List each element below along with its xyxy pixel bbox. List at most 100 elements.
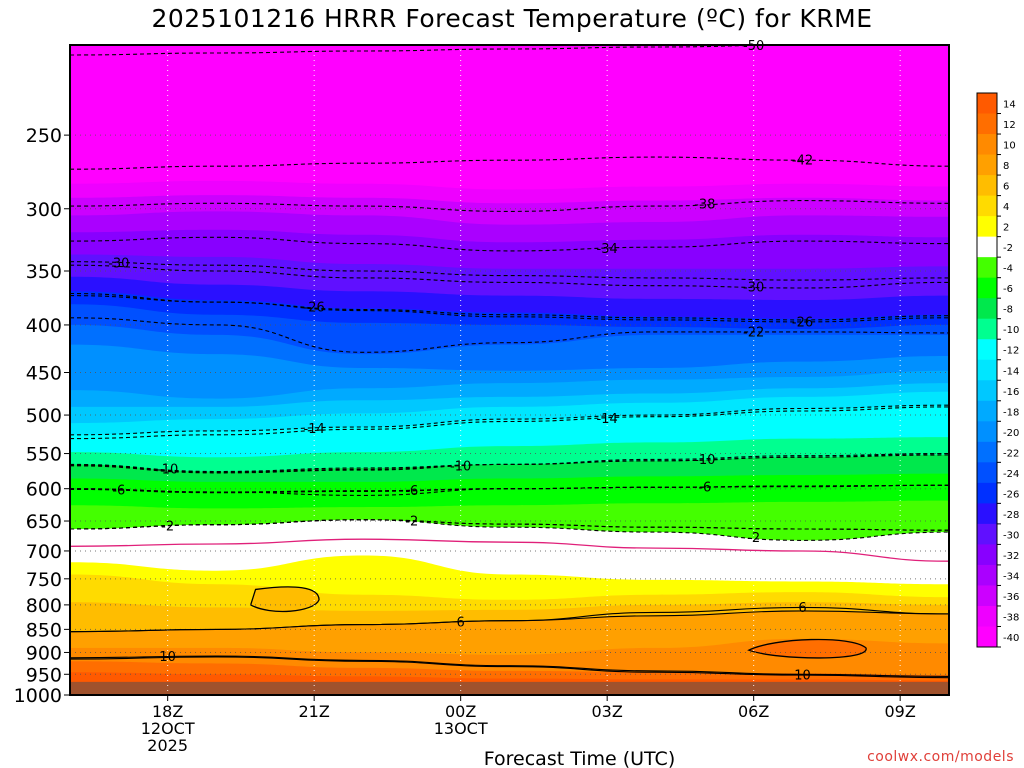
isotherm-label: -10 [450, 460, 471, 475]
x-tick-label: 18Z [152, 702, 183, 721]
colorbar-swatch [977, 277, 997, 299]
isotherm-line [70, 317, 949, 353]
colorbar-label: -8 [1003, 305, 1013, 316]
y-tick-label: 400 [26, 315, 62, 337]
colorbar-swatch [977, 154, 997, 176]
y-tick-label: 800 [26, 595, 62, 617]
colorbar-swatch [977, 585, 997, 607]
colorbar-label: 4 [1003, 202, 1009, 213]
y-tick-label: 600 [26, 479, 62, 501]
colorbar-swatch [977, 503, 997, 525]
isotherm-label: -22 [743, 325, 764, 340]
y-tick-label: 550 [26, 444, 62, 466]
colorbar-label: -14 [1003, 366, 1019, 377]
y-tick-label: 900 [26, 642, 62, 664]
y-tick-label: 250 [26, 125, 62, 147]
y-tick-label: 300 [26, 199, 62, 221]
svg-text:10: 10 [159, 650, 176, 665]
colorbar-swatch [977, 462, 997, 484]
y-tick-label: 850 [26, 619, 62, 641]
svg-text:-10: -10 [450, 460, 471, 475]
colorbar-label: -32 [1003, 551, 1019, 562]
svg-text:-2: -2 [747, 531, 760, 546]
colorbar-swatch [977, 605, 997, 627]
credit-text[interactable]: coolwx.com/models [867, 749, 1014, 765]
svg-text:-10: -10 [694, 453, 715, 468]
y-tick-label: 700 [26, 541, 62, 563]
x-tick-label: 03Z [592, 702, 623, 721]
isotherm-label: 10 [794, 669, 811, 684]
isotherm-label: -6 [112, 483, 125, 498]
colorbar-swatch [977, 216, 997, 238]
svg-text:-10: -10 [157, 463, 178, 478]
svg-text:-14: -14 [597, 412, 618, 427]
isotherm-label: -10 [694, 453, 715, 468]
svg-text:-26: -26 [792, 315, 813, 330]
isotherm-line [70, 656, 949, 679]
isotherm-label: -26 [792, 315, 813, 330]
colorbar-swatch [977, 400, 997, 422]
warm-pocket-contour [249, 586, 320, 613]
isotherm-label: -14 [597, 412, 618, 427]
y-tick-label: 500 [26, 405, 62, 427]
colorbar-label: -10 [1003, 325, 1019, 336]
colorbar-label: -26 [1003, 489, 1019, 500]
isotherm-label: 6 [457, 616, 465, 631]
x-tick-label: 2025 [147, 736, 188, 755]
colorbar-swatch [977, 236, 997, 258]
colorbar-swatch [977, 544, 997, 566]
isotherm-label: -2 [161, 520, 174, 535]
colorbar-label: -34 [1003, 571, 1019, 582]
y-tick-label: 650 [26, 511, 62, 533]
colorbar-swatch [977, 93, 997, 115]
colorbar-swatch [977, 175, 997, 197]
x-axis-label: Forecast Time (UTC) [484, 748, 675, 768]
svg-text:-6: -6 [112, 483, 125, 498]
colorbar-label: -24 [1003, 469, 1019, 480]
colorbar-label: 10 [1003, 141, 1016, 152]
colorbar-label: 8 [1003, 161, 1009, 172]
colorbar-label: -28 [1003, 510, 1019, 521]
isotherm-label: -30 [743, 281, 764, 296]
svg-text:-14: -14 [304, 422, 325, 437]
colorbar-swatch [977, 441, 997, 463]
isotherm-label: -14 [304, 422, 325, 437]
grid [70, 45, 949, 696]
colorbar-label: -12 [1003, 346, 1019, 357]
colorbar-swatch [977, 339, 997, 361]
isotherm-label: 10 [159, 650, 176, 665]
colorbar-label: 12 [1003, 120, 1016, 131]
colorbar-label: -4 [1003, 264, 1013, 275]
svg-text:-2: -2 [161, 520, 174, 535]
colorbar-label: -20 [1003, 428, 1019, 439]
colorbar-frame [976, 92, 998, 648]
colorbar-label: 2 [1003, 223, 1009, 234]
colorbar-swatch [977, 318, 997, 340]
y-tick-label: 950 [26, 664, 62, 686]
colorbar-swatch [977, 257, 997, 279]
colorbar-label: -18 [1003, 407, 1019, 418]
colorbar-label: 14 [1003, 100, 1016, 111]
isotherm-label: 6 [798, 601, 806, 616]
y-tick-label: 750 [26, 569, 62, 591]
colorbar-swatch [977, 482, 997, 504]
colorbar-swatch [977, 359, 997, 381]
isotherm-label: -6 [405, 484, 418, 499]
x-tick-label: 21Z [299, 702, 330, 721]
svg-text:-6: -6 [405, 484, 418, 499]
colorbar-swatch [977, 195, 997, 217]
colorbar-swatch [977, 380, 997, 402]
x-tick-label: 00Z [445, 702, 476, 721]
ground-band [70, 681, 949, 695]
svg-text:-22: -22 [743, 325, 764, 340]
colorbar-label: -16 [1003, 387, 1019, 398]
isotherm-label: -6 [698, 480, 711, 495]
colorbar-label: -30 [1003, 530, 1019, 541]
isotherm-label: -10 [157, 463, 178, 478]
isotherm-label: -2 [405, 515, 418, 530]
colorbar-label: -38 [1003, 612, 1019, 623]
colorbar-label: 6 [1003, 182, 1009, 193]
y-tick-label: 350 [26, 261, 62, 283]
isotherm-label: -30 [108, 256, 129, 271]
